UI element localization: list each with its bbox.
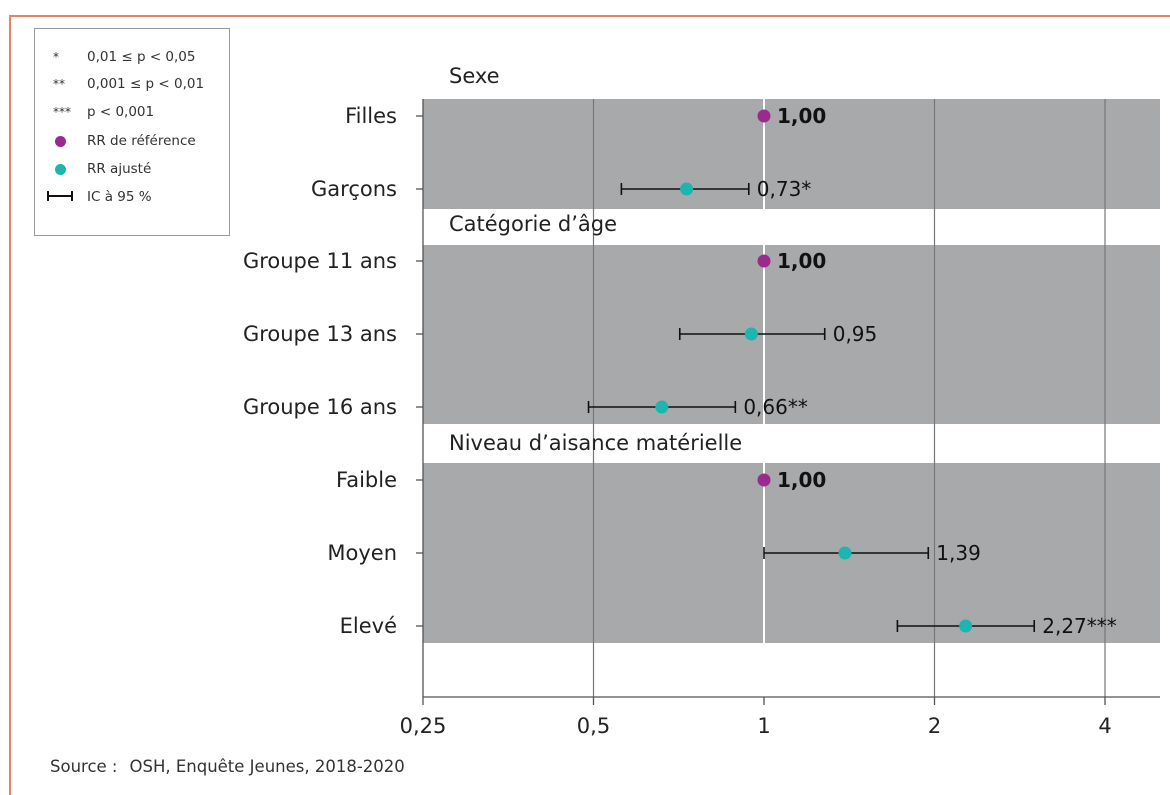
legend-label-sig1: 0,01 ≤ p < 0,05 [87,49,196,65]
x-tick-label: 0,5 [577,714,610,738]
chart-frame [9,15,1170,795]
value-label: 2,27*** [1042,614,1117,638]
legend-label-reference: RR de référence [87,133,196,149]
adjusted-point [680,182,694,196]
value-label: 0,73* [757,177,812,201]
legend-key-sig1: * [53,50,59,64]
legend-item-sig3: *** p < 0,001 [35,103,229,125]
row-label: Moyen [327,541,397,565]
value-label: 1,00 [777,468,826,492]
adjusted-dot-icon [55,164,66,175]
value-label: 0,95 [833,322,878,346]
reference-point [757,109,771,123]
source-text: OSH, Enquête Jeunes, 2018-2020 [129,757,405,776]
value-label: 1,00 [777,104,826,128]
source-note: Source : OSH, Enquête Jeunes, 2018-2020 [50,757,417,776]
group-title: Niveau d’aisance matérielle [449,431,742,455]
x-tick-label: 2 [928,714,941,738]
legend-label-sig3: p < 0,001 [87,104,155,120]
legend-label-sig2: 0,001 ≤ p < 0,01 [87,76,205,92]
row-label: Garçons [311,177,397,201]
legend-item-ci: IC à 95 % [35,188,229,210]
adjusted-point [838,546,852,560]
legend-key-sig2: ** [53,77,65,91]
source-prefix: Source : [50,757,118,776]
row-label: Elevé [340,614,397,638]
adjusted-point [744,327,758,341]
reference-dot-icon [55,136,66,147]
row-label: Groupe 11 ans [243,249,397,273]
adjusted-point [655,400,669,414]
legend: * 0,01 ≤ p < 0,05 ** 0,001 ≤ p < 0,01 **… [34,28,230,236]
legend-item-sig2: ** 0,001 ≤ p < 0,01 [35,75,229,97]
x-tick-label: 4 [1098,714,1111,738]
row-label: Groupe 13 ans [243,322,397,346]
legend-key-sig3: *** [53,105,71,119]
legend-item-adjusted: RR ajusté [35,160,229,182]
row-label: Groupe 16 ans [243,395,397,419]
adjusted-point [959,619,973,633]
row-label: Filles [345,104,397,128]
value-label: 1,39 [936,541,981,565]
row-label: Faible [336,468,397,492]
reference-point [757,473,771,487]
x-tick-label: 1 [757,714,770,738]
group-title: Sexe [449,64,500,88]
legend-item-reference: RR de référence [35,132,229,154]
legend-label-ci: IC à 95 % [87,189,152,205]
value-label: 1,00 [777,249,826,273]
group-band [423,99,1160,209]
error-bar-icon [47,191,73,201]
reference-point [757,254,771,268]
value-label: 0,66** [743,395,808,419]
legend-item-sig1: * 0,01 ≤ p < 0,05 [35,48,229,70]
group-title: Catégorie d’âge [449,212,617,236]
legend-label-adjusted: RR ajusté [87,161,152,177]
x-tick-label: 0,25 [400,714,447,738]
